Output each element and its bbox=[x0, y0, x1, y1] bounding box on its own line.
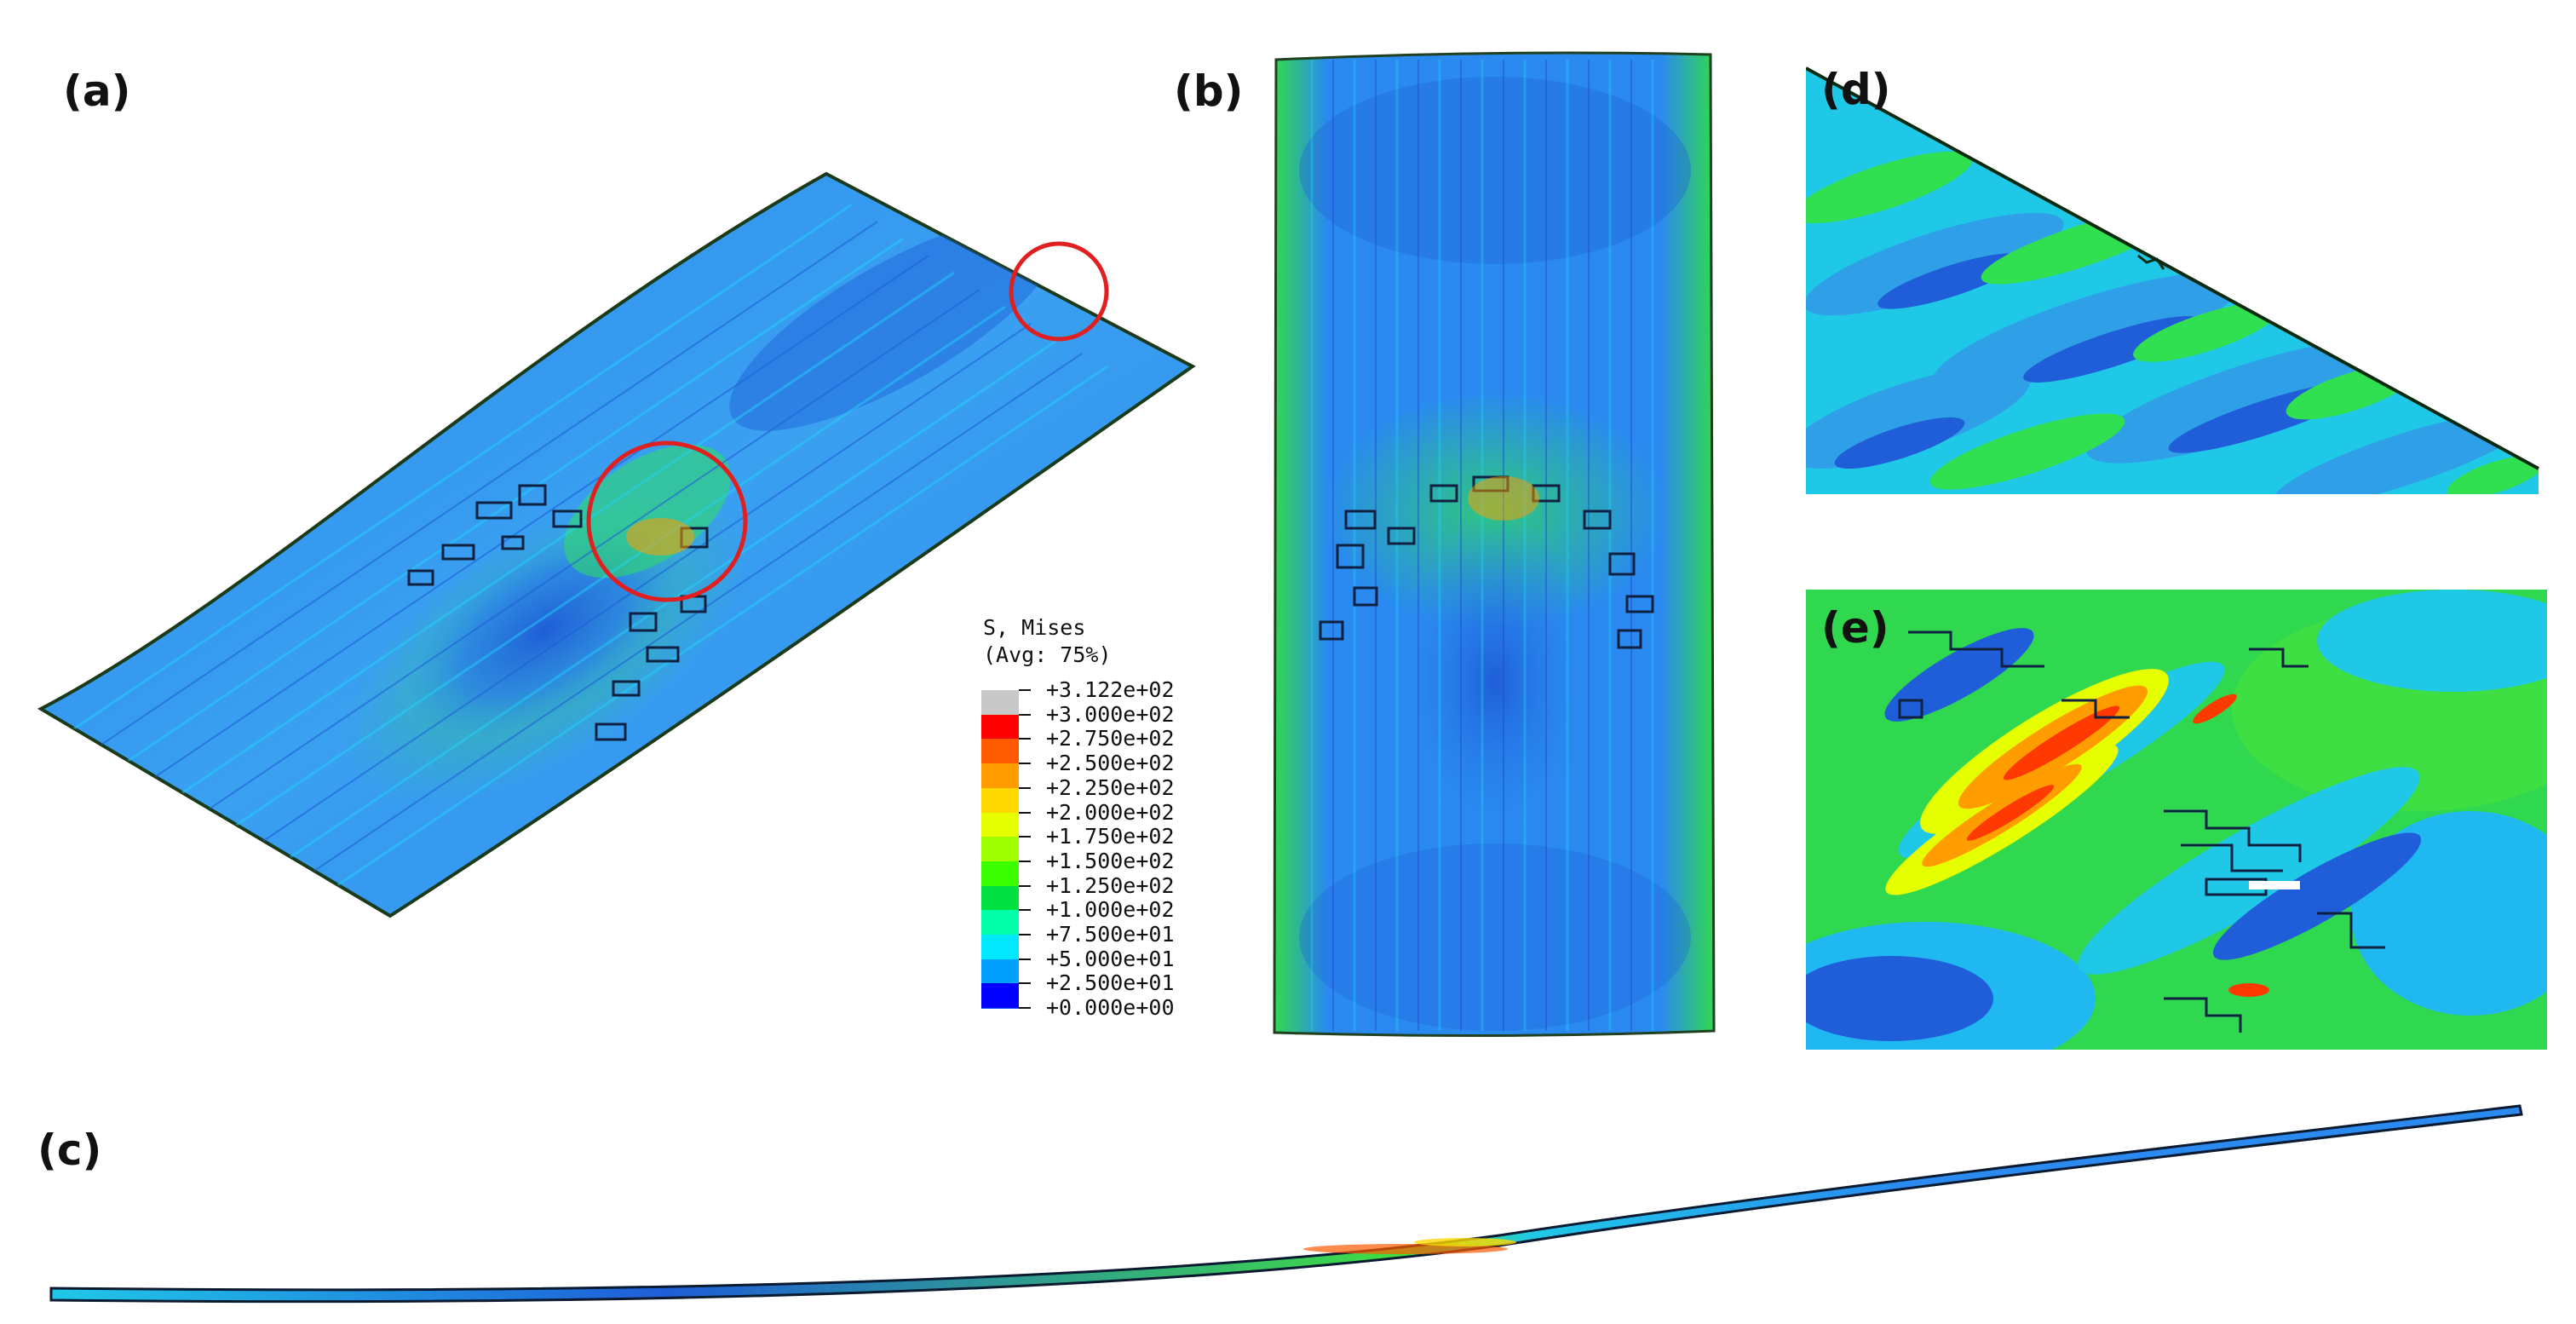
legend-tick-mark bbox=[1019, 934, 1031, 935]
legend-tick-mark bbox=[1019, 763, 1031, 765]
legend-tick-mark bbox=[1019, 909, 1031, 912]
legend-tick-label: +1.750e+02 bbox=[1046, 824, 1175, 849]
legend-swatch bbox=[981, 812, 1019, 838]
panel-label-c: (c) bbox=[37, 1125, 102, 1175]
legend-swatch bbox=[981, 763, 1019, 789]
legend-tick-mark bbox=[1019, 884, 1031, 887]
legend-title-line1: S, Mises bbox=[983, 615, 1086, 640]
legend-swatch bbox=[981, 983, 1019, 1009]
legend-tick-label: +1.500e+02 bbox=[1046, 848, 1175, 873]
legend-tick-label: +2.500e+01 bbox=[1046, 970, 1175, 996]
legend-swatch bbox=[981, 958, 1019, 984]
panel-label-d: (d) bbox=[1821, 65, 1891, 114]
legend-tick-mark bbox=[1019, 1007, 1031, 1010]
legend-tick-mark bbox=[1019, 689, 1031, 691]
legend-swatch bbox=[981, 739, 1019, 764]
legend-tick-mark bbox=[1019, 786, 1031, 789]
legend-swatch bbox=[981, 885, 1019, 911]
panel-label-e: (e) bbox=[1821, 603, 1889, 653]
legend-tick-mark bbox=[1019, 982, 1031, 985]
legend-tick-mark bbox=[1019, 958, 1031, 960]
legend-tick-mark bbox=[1019, 836, 1031, 838]
side-view-plate bbox=[49, 1104, 2523, 1304]
legend-swatch bbox=[981, 837, 1019, 862]
legend-tick-label: +2.000e+02 bbox=[1046, 799, 1175, 825]
annotation-circle-center bbox=[586, 440, 748, 602]
legend-tick-label: +7.500e+01 bbox=[1046, 922, 1175, 947]
legend-swatch bbox=[981, 910, 1019, 935]
panel-e-center-zoom bbox=[1806, 590, 2547, 1050]
legend-tick-label: +0.000e+00 bbox=[1046, 995, 1175, 1021]
legend-swatch bbox=[981, 690, 1019, 716]
legend-swatch bbox=[981, 787, 1019, 813]
legend-tick-label: +1.250e+02 bbox=[1046, 872, 1175, 898]
legend-tick-label: +3.122e+02 bbox=[1046, 677, 1175, 702]
legend-tick-label: +5.000e+01 bbox=[1046, 946, 1175, 971]
annotation-circle-corner bbox=[1009, 241, 1109, 342]
legend-tick-label: +1.000e+02 bbox=[1046, 897, 1175, 923]
panel-d-corner-zoom bbox=[1806, 51, 2547, 494]
panel-label-b: (b) bbox=[1174, 66, 1244, 116]
legend-tick-label: +2.750e+02 bbox=[1046, 726, 1175, 751]
panel-b-top-view bbox=[1273, 51, 1716, 1038]
legend-title-line2: (Avg: 75%) bbox=[983, 642, 1112, 667]
legend-tick-label: +3.000e+02 bbox=[1046, 701, 1175, 727]
legend-swatch bbox=[981, 935, 1019, 960]
legend-tick-mark bbox=[1019, 860, 1031, 862]
legend-tick-label: +2.250e+02 bbox=[1046, 774, 1175, 800]
panel-c-side-view bbox=[49, 1104, 2523, 1304]
legend-swatch bbox=[981, 714, 1019, 740]
panel-label-a: (a) bbox=[63, 66, 131, 116]
panel-a-plate-contour bbox=[37, 171, 1196, 918]
legend-tick-mark bbox=[1019, 811, 1031, 814]
legend-tick-mark bbox=[1019, 738, 1031, 740]
legend-swatch bbox=[981, 861, 1019, 887]
legend-tick-mark bbox=[1019, 713, 1031, 716]
legend-tick-label: +2.500e+02 bbox=[1046, 751, 1175, 776]
